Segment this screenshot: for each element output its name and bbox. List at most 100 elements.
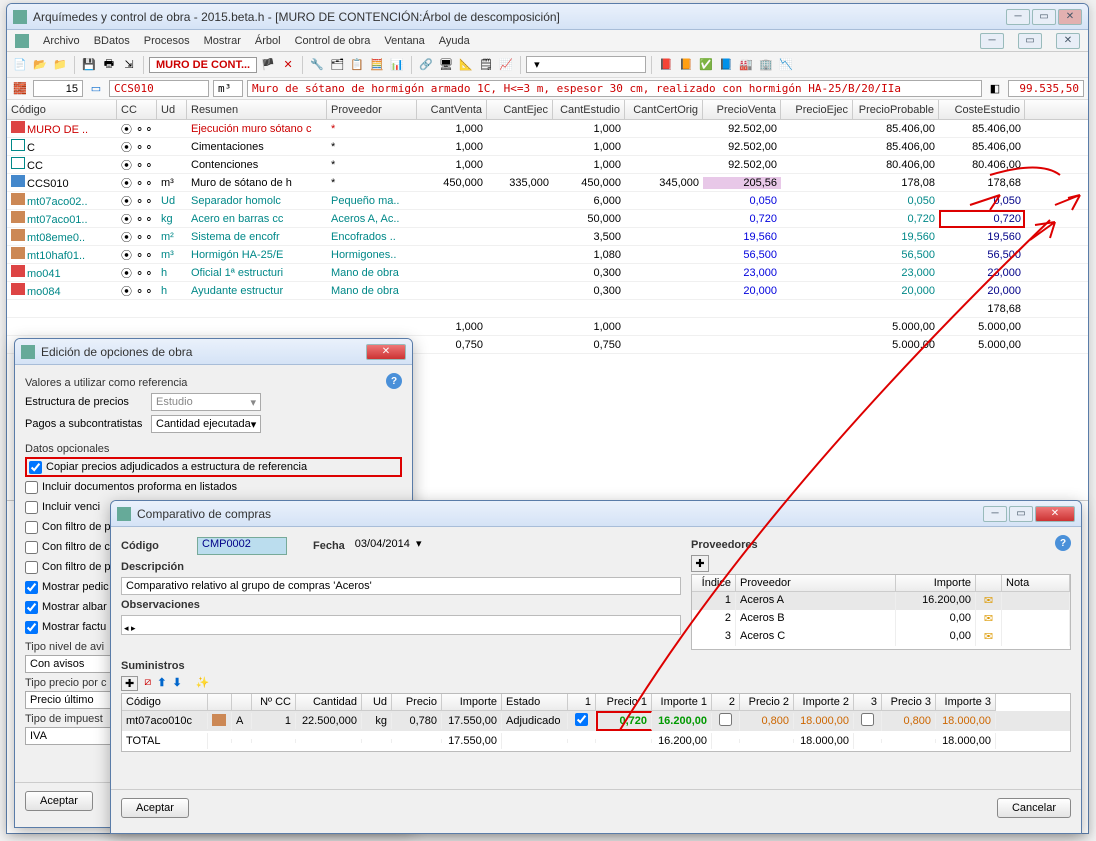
new-icon[interactable]: 📄 bbox=[11, 56, 29, 74]
menu-arbol[interactable]: Árbol bbox=[255, 35, 281, 47]
sum-up-icon[interactable]: ⬆ bbox=[157, 676, 166, 691]
tb-n[interactable]: 📘 bbox=[717, 56, 735, 74]
obs-input[interactable]: ◂ ▸ bbox=[121, 615, 681, 635]
saveall-icon[interactable]: 🖶 bbox=[100, 56, 118, 74]
col-PrecioProbable[interactable]: PrecioProbable bbox=[853, 100, 939, 119]
prov-add-button[interactable]: ✚ bbox=[691, 555, 709, 572]
tb-k[interactable]: 📕 bbox=[657, 56, 675, 74]
table-row[interactable]: mt07aco02..⦿ ⚬⚬UdSeparador homolcPequeño… bbox=[7, 192, 1088, 210]
menu-ayuda[interactable]: Ayuda bbox=[439, 35, 470, 47]
pag-select[interactable]: Cantidad ejecutada▾ bbox=[151, 415, 261, 433]
info-code[interactable]: CCS010 bbox=[109, 80, 209, 97]
open-icon[interactable]: 📂 bbox=[31, 56, 49, 74]
tb-l[interactable]: 📙 bbox=[677, 56, 695, 74]
desc-value[interactable]: Comparativo relativo al grupo de compras… bbox=[121, 577, 681, 595]
cmp-cancelar-button[interactable]: Cancelar bbox=[997, 798, 1071, 818]
menu-archivo[interactable]: Archivo bbox=[43, 35, 80, 47]
prov-row[interactable]: 1Aceros A16.200,00✉ bbox=[692, 592, 1070, 610]
info-flag-icon[interactable]: ◧ bbox=[986, 80, 1004, 98]
cmp-aceptar-button[interactable]: Aceptar bbox=[121, 798, 189, 818]
col-PrecioEjec[interactable]: PrecioEjec bbox=[781, 100, 853, 119]
col-CantVenta[interactable]: CantVenta bbox=[417, 100, 487, 119]
col-Proveedor[interactable]: Proveedor bbox=[327, 100, 417, 119]
chk-incluir-prof[interactable]: Incluir documentos proforma en listados bbox=[25, 477, 402, 497]
mdi-minimize[interactable]: ─ bbox=[980, 33, 1004, 49]
prov-table[interactable]: Índice Proveedor Importe Nota 1Aceros A1… bbox=[691, 574, 1071, 650]
info-num[interactable]: 15 bbox=[33, 80, 83, 97]
col-Ud[interactable]: Ud bbox=[157, 100, 187, 119]
toolbar-combo[interactable]: ▾ bbox=[526, 56, 646, 73]
table-row[interactable]: mo041⦿ ⚬⚬hOficial 1ª estructuriMano de o… bbox=[7, 264, 1088, 282]
cmp-help-icon[interactable]: ? bbox=[1055, 535, 1071, 551]
col-Código[interactable]: Código bbox=[7, 100, 117, 119]
codigo-input[interactable]: CMP0002 bbox=[197, 537, 287, 555]
estr-select[interactable]: Estudio▾ bbox=[151, 393, 261, 411]
table-row[interactable]: mt07aco01..⦿ ⚬⚬kgAcero en barras ccAcero… bbox=[7, 210, 1088, 228]
cmp-min-button[interactable]: ─ bbox=[983, 506, 1007, 522]
col-CantEstudio[interactable]: CantEstudio bbox=[553, 100, 625, 119]
tab-close-icon[interactable]: ✕ bbox=[279, 56, 297, 74]
tb-j[interactable]: 📈 bbox=[497, 56, 515, 74]
table-row[interactable]: 178,68 bbox=[7, 300, 1088, 318]
mdi-close[interactable]: ✕ bbox=[1056, 33, 1080, 49]
sum-add-icon[interactable]: ✚ bbox=[121, 676, 138, 691]
open2-icon[interactable]: 📁 bbox=[51, 56, 69, 74]
cmp-icon bbox=[117, 507, 131, 521]
menu-control[interactable]: Control de obra bbox=[295, 35, 371, 47]
minimize-button[interactable]: ─ bbox=[1006, 9, 1030, 25]
sum-del-icon[interactable]: ⧄ bbox=[144, 676, 151, 691]
mdi-restore[interactable]: ▭ bbox=[1018, 33, 1042, 49]
tb-g[interactable]: 🖥 bbox=[437, 56, 455, 74]
prov-row[interactable]: 3Aceros C0,00✉ bbox=[692, 628, 1070, 646]
tb-a[interactable]: 🔧 bbox=[308, 56, 326, 74]
tb-m[interactable]: ✅ bbox=[697, 56, 715, 74]
sum-table[interactable]: CódigoNº CCCantidadUdPrecioImporteEstado… bbox=[121, 693, 1071, 752]
menu-ventana[interactable]: Ventana bbox=[384, 35, 424, 47]
col-CantEjec[interactable]: CantEjec bbox=[487, 100, 553, 119]
col-Resumen[interactable]: Resumen bbox=[187, 100, 327, 119]
table-row[interactable]: mt10haf01..⦿ ⚬⚬m³Hormigón HA-25/EHormigo… bbox=[7, 246, 1088, 264]
table-row[interactable]: CCS010⦿ ⚬⚬m³Muro de sótano de h*450,0003… bbox=[7, 174, 1088, 192]
flag-icon[interactable]: 🏴 bbox=[259, 56, 277, 74]
tb-e[interactable]: 📊 bbox=[388, 56, 406, 74]
fecha-input[interactable]: 03/04/2014 ▾ bbox=[351, 537, 431, 555]
sum-wand-icon[interactable]: ✨ bbox=[196, 676, 210, 691]
col-CantCertOrig[interactable]: CantCertOrig bbox=[625, 100, 703, 119]
maximize-button[interactable]: ▭ bbox=[1032, 9, 1056, 25]
sum-down-icon[interactable]: ⬇ bbox=[172, 676, 181, 691]
table-row[interactable]: C⦿ ⚬⚬Cimentaciones*1,0001,00092.502,0085… bbox=[7, 138, 1088, 156]
chk-copiar[interactable]: Copiar precios adjudicados a estructura … bbox=[25, 457, 402, 477]
tb-q[interactable]: 📉 bbox=[777, 56, 795, 74]
menu-procesos[interactable]: Procesos bbox=[144, 35, 190, 47]
tb-p[interactable]: 🏢 bbox=[757, 56, 775, 74]
cmp-max-button[interactable]: ▭ bbox=[1009, 506, 1033, 522]
tb-i[interactable]: 🗒 bbox=[477, 56, 495, 74]
tb-d[interactable]: 🧮 bbox=[368, 56, 386, 74]
col-CC[interactable]: CC bbox=[117, 100, 157, 119]
tb-b[interactable]: 🗂 bbox=[328, 56, 346, 74]
menu-bdatos[interactable]: BDatos bbox=[94, 35, 130, 47]
tab-active[interactable]: MURO DE CONT... bbox=[149, 57, 257, 73]
tb-o[interactable]: 🏭 bbox=[737, 56, 755, 74]
prov-row[interactable]: 2Aceros B0,00✉ bbox=[692, 610, 1070, 628]
options-close-button[interactable]: ✕ bbox=[366, 344, 406, 360]
menu-mostrar[interactable]: Mostrar bbox=[204, 35, 241, 47]
table-row[interactable]: CC⦿ ⚬⚬Contenciones*1,0001,00092.502,0080… bbox=[7, 156, 1088, 174]
col-CosteEstudio[interactable]: CosteEstudio bbox=[939, 100, 1025, 119]
tb-c[interactable]: 📋 bbox=[348, 56, 366, 74]
options-aceptar-button[interactable]: Aceptar bbox=[25, 791, 93, 811]
save-icon[interactable]: 💾 bbox=[80, 56, 98, 74]
col-PrecioVenta[interactable]: PrecioVenta bbox=[703, 100, 781, 119]
table-row[interactable]: mt08eme0..⦿ ⚬⚬m²Sistema de encofrEncofra… bbox=[7, 228, 1088, 246]
table-row[interactable]: 1,0001,0005.000,005.000,00 bbox=[7, 318, 1088, 336]
help-icon[interactable]: ? bbox=[386, 373, 402, 389]
tb-f[interactable]: 🔗 bbox=[417, 56, 435, 74]
card-icon[interactable]: ▭ bbox=[87, 80, 105, 98]
tb-h[interactable]: 📐 bbox=[457, 56, 475, 74]
info-icon[interactable]: 🧱 bbox=[11, 80, 29, 98]
table-row[interactable]: mo084⦿ ⚬⚬hAyudante estructurMano de obra… bbox=[7, 282, 1088, 300]
table-row[interactable]: MURO DE ..⦿ ⚬⚬Ejecución muro sótano c*1,… bbox=[7, 120, 1088, 138]
close-button[interactable]: ✕ bbox=[1058, 9, 1082, 25]
export-icon[interactable]: ⇲ bbox=[120, 56, 138, 74]
cmp-close-button[interactable]: ✕ bbox=[1035, 506, 1075, 522]
